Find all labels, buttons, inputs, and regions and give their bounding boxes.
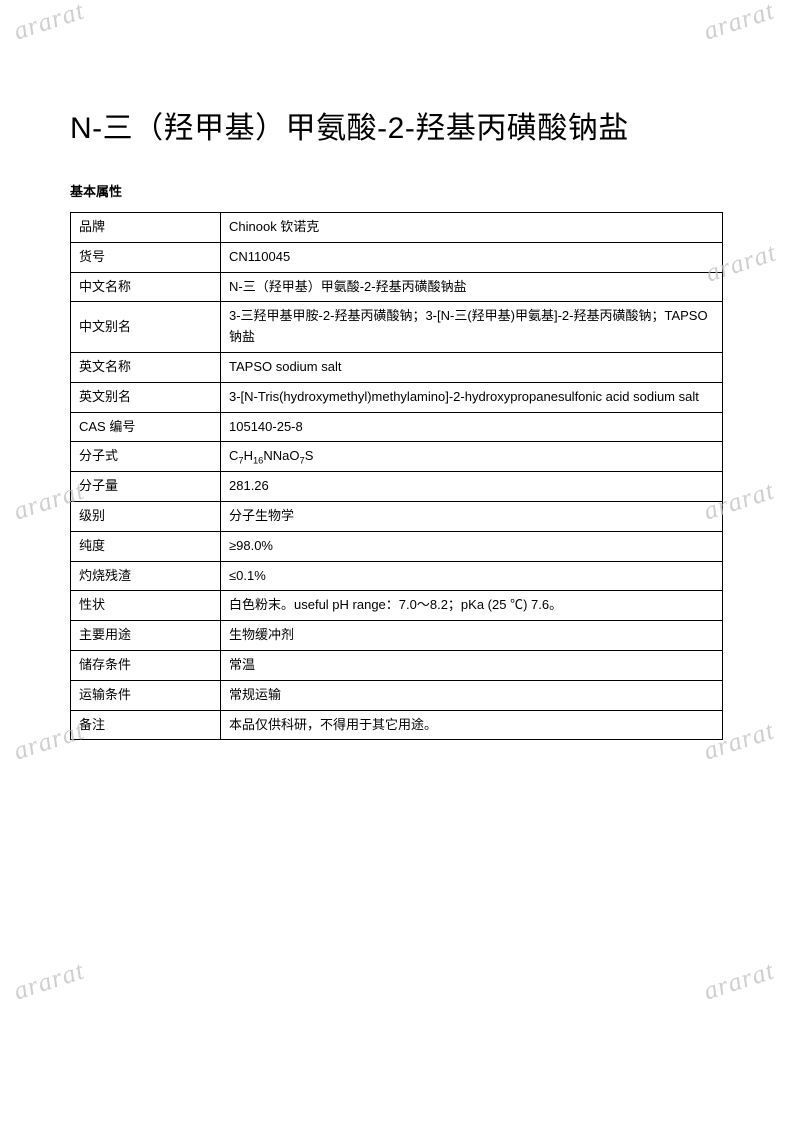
table-row: 备注本品仅供科研，不得用于其它用途。 — [71, 710, 723, 740]
table-row: 运输条件常规运输 — [71, 680, 723, 710]
formula-text: C — [229, 448, 238, 463]
property-value: 生物缓冲剂 — [221, 621, 723, 651]
table-row: 英文名称TAPSO sodium salt — [71, 352, 723, 382]
properties-table-body: 品牌Chinook 钦诺克货号CN110045中文名称N-三（羟甲基）甲氨酸-2… — [71, 213, 723, 740]
table-row: 级别分子生物学 — [71, 501, 723, 531]
property-value: ≤0.1% — [221, 561, 723, 591]
property-value: 常规运输 — [221, 680, 723, 710]
property-label: 性状 — [71, 591, 221, 621]
table-row: 中文名称N-三（羟甲基）甲氨酸-2-羟基丙磺酸钠盐 — [71, 272, 723, 302]
section-label: 基本属性 — [70, 181, 723, 200]
table-row: CAS 编号105140-25-8 — [71, 412, 723, 442]
watermark: ararat — [10, 956, 88, 1007]
watermark: ararat — [700, 0, 778, 47]
property-value: TAPSO sodium salt — [221, 352, 723, 382]
property-label: 品牌 — [71, 213, 221, 243]
property-label: CAS 编号 — [71, 412, 221, 442]
property-value: Chinook 钦诺克 — [221, 213, 723, 243]
formula-text: H — [244, 448, 253, 463]
watermark: ararat — [10, 0, 88, 47]
table-row: 灼烧残渣≤0.1% — [71, 561, 723, 591]
property-label: 主要用途 — [71, 621, 221, 651]
property-label: 英文别名 — [71, 382, 221, 412]
watermark: ararat — [700, 956, 778, 1007]
table-row: 主要用途生物缓冲剂 — [71, 621, 723, 651]
table-row: 英文别名3-[N-Tris(hydroxymethyl)methylamino]… — [71, 382, 723, 412]
property-value: 分子生物学 — [221, 501, 723, 531]
property-value: 常温 — [221, 650, 723, 680]
table-row: 性状白色粉末。useful pH range：7.0～8.2；pKa (25 ℃… — [71, 591, 723, 621]
property-label: 中文名称 — [71, 272, 221, 302]
property-value: 281.26 — [221, 472, 723, 502]
property-label: 英文名称 — [71, 352, 221, 382]
property-label: 中文别名 — [71, 302, 221, 353]
property-value: 105140-25-8 — [221, 412, 723, 442]
property-value: 3-[N-Tris(hydroxymethyl)methylamino]-2-h… — [221, 382, 723, 412]
property-label: 灼烧残渣 — [71, 561, 221, 591]
property-value: CN110045 — [221, 242, 723, 272]
properties-table: 品牌Chinook 钦诺克货号CN110045中文名称N-三（羟甲基）甲氨酸-2… — [70, 212, 723, 740]
table-row: 分子量281.26 — [71, 472, 723, 502]
table-row: 储存条件常温 — [71, 650, 723, 680]
formula-subscript: 16 — [253, 456, 263, 466]
property-value: C7H16NNaO7S — [221, 442, 723, 472]
property-value: ≥98.0% — [221, 531, 723, 561]
property-value: 3-三羟甲基甲胺-2-羟基丙磺酸钠；3-[N-三(羟甲基)甲氨基]-2-羟基丙磺… — [221, 302, 723, 353]
property-label: 储存条件 — [71, 650, 221, 680]
property-value: N-三（羟甲基）甲氨酸-2-羟基丙磺酸钠盐 — [221, 272, 723, 302]
table-row: 分子式C7H16NNaO7S — [71, 442, 723, 472]
property-label: 分子式 — [71, 442, 221, 472]
formula-text: NNaO — [263, 448, 299, 463]
property-label: 纯度 — [71, 531, 221, 561]
property-label: 备注 — [71, 710, 221, 740]
property-value: 本品仅供科研，不得用于其它用途。 — [221, 710, 723, 740]
table-row: 品牌Chinook 钦诺克 — [71, 213, 723, 243]
property-label: 运输条件 — [71, 680, 221, 710]
property-label: 分子量 — [71, 472, 221, 502]
property-value: 白色粉末。useful pH range：7.0～8.2；pKa (25 ℃) … — [221, 591, 723, 621]
formula-text: S — [305, 448, 314, 463]
table-row: 纯度≥98.0% — [71, 531, 723, 561]
property-label: 级别 — [71, 501, 221, 531]
property-label: 货号 — [71, 242, 221, 272]
page-title: N-三（羟甲基）甲氨酸-2-羟基丙磺酸钠盐 — [70, 100, 723, 157]
table-row: 货号CN110045 — [71, 242, 723, 272]
table-row: 中文别名3-三羟甲基甲胺-2-羟基丙磺酸钠；3-[N-三(羟甲基)甲氨基]-2-… — [71, 302, 723, 353]
